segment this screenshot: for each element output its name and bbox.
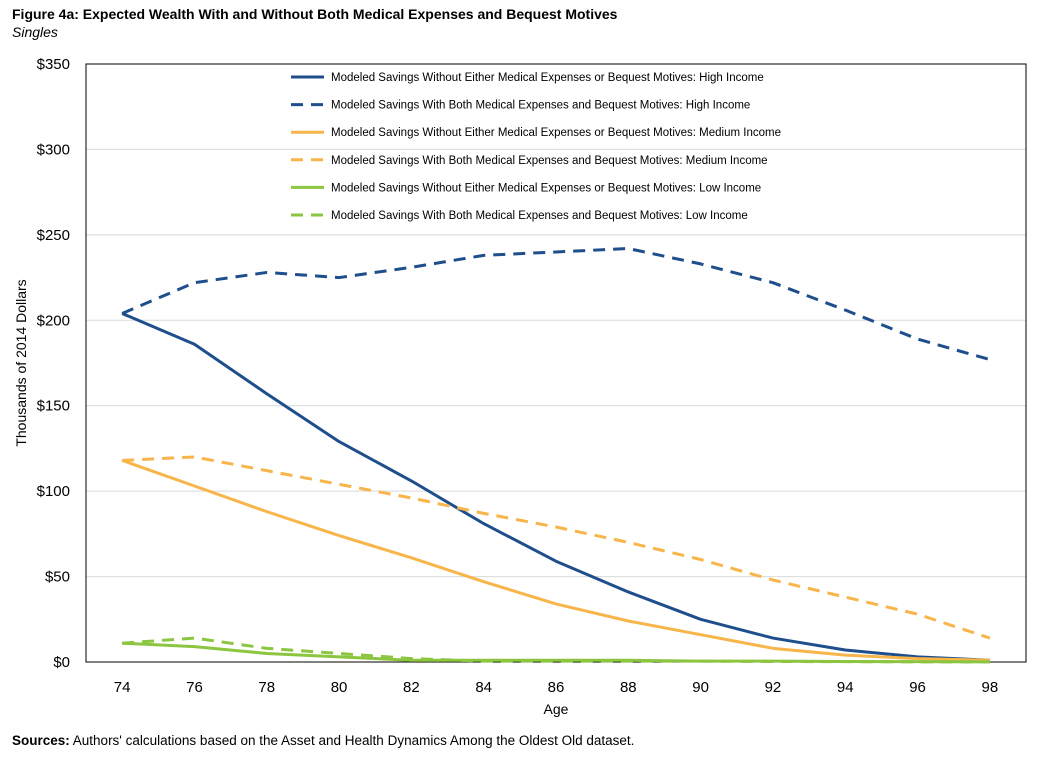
x-tick-label: 80 xyxy=(331,679,348,696)
y-tick-label: $250 xyxy=(37,227,70,244)
y-tick-label: $200 xyxy=(37,312,70,329)
x-tick-label: 84 xyxy=(475,679,492,696)
figure-title: Figure 4a: Expected Wealth With and With… xyxy=(12,6,618,22)
series-line-4 xyxy=(122,455,991,640)
plot-area xyxy=(85,63,1027,663)
figure-subtitle: Singles xyxy=(12,24,58,40)
series-lines xyxy=(121,247,991,664)
legend-label: Modeled Savings Without Either Medical E… xyxy=(331,72,764,84)
series-line-6 xyxy=(122,636,990,664)
y-tick-label: $300 xyxy=(37,141,70,158)
y-tick-label: $150 xyxy=(37,398,70,415)
x-tick-label: 96 xyxy=(909,679,926,696)
x-tick-label: 86 xyxy=(548,679,565,696)
y-tick-label: $0 xyxy=(53,654,70,671)
x-axis-ticks: 74 76 78 80 82 84 86 88 90 92 94 96 98 xyxy=(114,679,998,696)
y-axis-label: Thousands of 2014 Dollars xyxy=(13,279,29,446)
legend-label: Modeled Savings With Both Medical Expens… xyxy=(331,210,748,222)
x-axis-label: Age xyxy=(544,701,569,717)
x-tick-label: 76 xyxy=(186,679,203,696)
legend-label: Modeled Savings With Both Medical Expens… xyxy=(331,155,768,167)
series-line-2 xyxy=(121,247,991,362)
y-tick-label: $50 xyxy=(45,569,70,586)
y-axis-ticks: $0 $50 $100 $150 $200 $250 $300 $350 xyxy=(37,56,70,671)
legend: Modeled Savings Without Either Medical E… xyxy=(291,72,781,222)
x-tick-label: 92 xyxy=(765,679,782,696)
series-line-1 xyxy=(121,312,990,662)
y-tick-label: $100 xyxy=(37,483,70,500)
legend-label: Modeled Savings Without Either Medical E… xyxy=(331,127,781,139)
source-label: Sources: xyxy=(12,733,70,748)
x-tick-label: 78 xyxy=(258,679,275,696)
source-note: Sources: Authors' calculations based on … xyxy=(12,733,634,748)
legend-label: Modeled Savings With Both Medical Expens… xyxy=(331,100,750,112)
x-tick-label: 94 xyxy=(837,679,854,696)
x-tick-label: 88 xyxy=(620,679,637,696)
series-line-3 xyxy=(121,458,990,662)
x-tick-label: 74 xyxy=(114,679,131,696)
x-tick-label: 90 xyxy=(692,679,709,696)
x-tick-label: 82 xyxy=(403,679,420,696)
gridlines xyxy=(86,148,1026,578)
source-text: Authors' calculations based on the Asset… xyxy=(69,733,635,748)
x-tick-label: 98 xyxy=(982,679,999,696)
legend-label: Modeled Savings Without Either Medical E… xyxy=(331,182,761,194)
y-tick-label: $350 xyxy=(37,56,70,73)
